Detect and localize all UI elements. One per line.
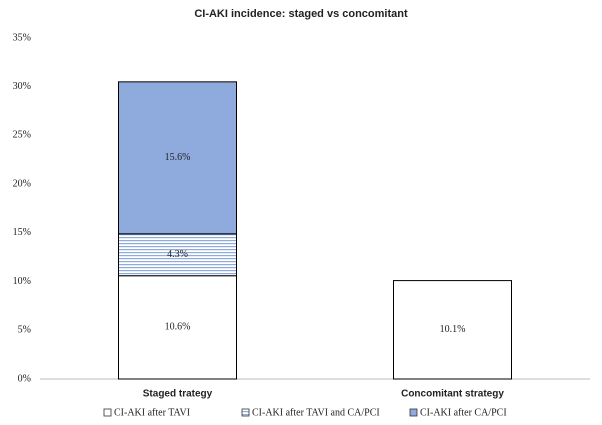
legend-label: CI-AKI after CA/PCI <box>420 407 507 418</box>
data-label: 15.6% <box>165 152 191 163</box>
data-label: 4.3% <box>167 249 188 260</box>
bar-segment <box>118 233 237 277</box>
bar-segment <box>393 280 512 380</box>
legend-label: CI-AKI after TAVI <box>114 407 190 418</box>
bar-segment <box>118 81 237 235</box>
bar-segment <box>118 275 237 380</box>
y-tick-label: 15% <box>13 227 31 238</box>
chart-title: CI-AKI incidence: staged vs concomitant <box>194 8 408 20</box>
legend-swatch <box>103 408 112 417</box>
legend-swatch <box>241 408 250 417</box>
y-tick-label: 0% <box>18 373 31 384</box>
y-tick-label: 35% <box>13 32 31 43</box>
data-label: 10.6% <box>165 322 191 333</box>
data-label: 10.1% <box>440 324 466 335</box>
legend-swatch <box>409 408 418 417</box>
y-tick-label: 5% <box>18 325 31 336</box>
legend-label: CI-AKI after TAVI and CA/PCI <box>252 407 380 418</box>
x-tick-label: Staged trategy <box>143 389 213 400</box>
y-tick-label: 10% <box>13 276 31 287</box>
y-tick-label: 30% <box>13 81 31 92</box>
x-tick-label: Concomitant strategy <box>401 389 504 400</box>
y-tick-label: 20% <box>13 178 31 189</box>
y-tick-label: 25% <box>13 130 31 141</box>
